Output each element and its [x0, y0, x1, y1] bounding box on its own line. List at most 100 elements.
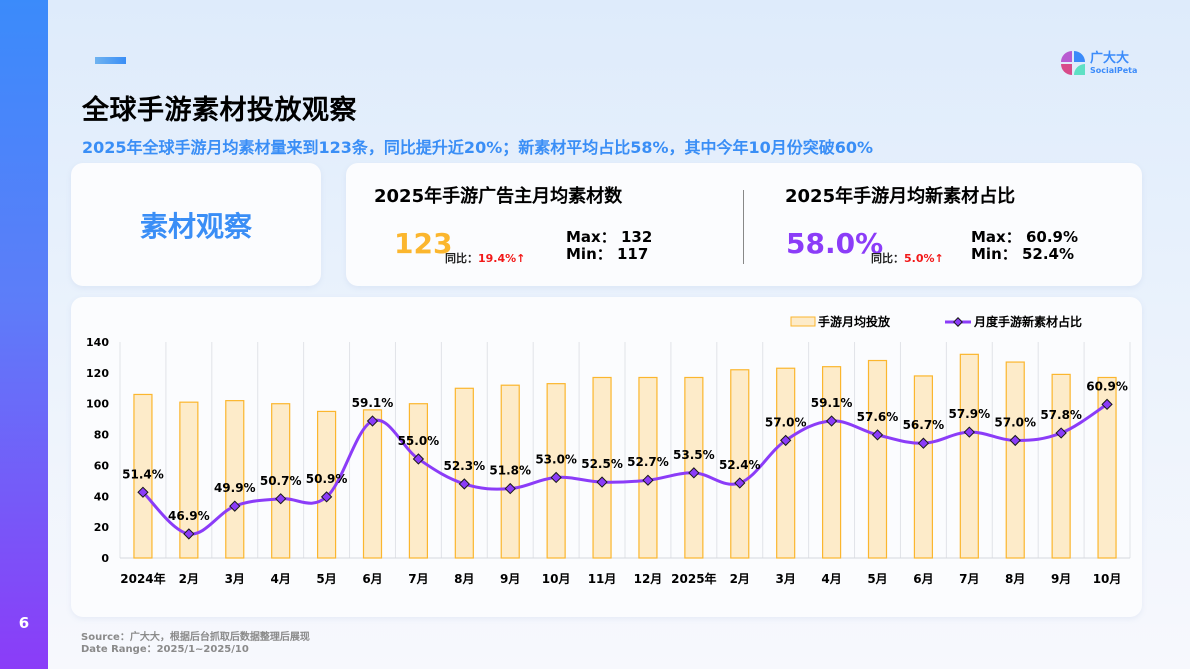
data-label: 55.0%	[398, 434, 440, 448]
ratio-marker	[504, 482, 516, 495]
ratio-marker	[1101, 398, 1113, 410]
ratio-marker	[917, 437, 930, 449]
kpi-title: 2025年手游月均新素材占比	[785, 186, 1016, 207]
ratio-marker	[963, 426, 975, 438]
bar	[133, 393, 153, 559]
data-label: 57.9%	[948, 407, 990, 421]
kpi-card: 2025年手游广告主月均素材数 123 同比：19.4%↑ Max： 132 M…	[346, 163, 1142, 286]
x-tick-label: 7月	[959, 572, 979, 586]
ratio-marker	[550, 471, 562, 484]
ratio-marker	[642, 474, 654, 486]
x-tick-label: 4月	[271, 572, 291, 586]
kpi-value: 58.0%	[786, 227, 884, 260]
bar	[1051, 373, 1071, 559]
y-tick-label: 0	[101, 552, 109, 565]
socialpeta-logo: 广大大 SocialPeta	[1061, 51, 1137, 75]
page-subtitle: 2025年全球手游月均素材量来到123条，同比提升近20%；新素材平均占比58%…	[82, 138, 874, 157]
footer: Source：广大大，根据后台抓取后数据整理后展现 Date Range：202…	[81, 632, 310, 656]
combo-chart: 0 20 40 60 80 100 120 140 2024年 2月 3月 4月 5月 6月 7月 8月 9月 1…	[86, 314, 1131, 586]
ratio-marker	[1009, 434, 1021, 447]
logo-cn-text: 广大大	[1090, 50, 1130, 66]
data-label: 52.5%	[581, 457, 623, 471]
legend-bar-swatch	[790, 316, 816, 327]
x-tick-label: 9月	[500, 572, 520, 586]
title-accent-bar	[95, 57, 126, 64]
bar	[408, 403, 429, 559]
x-tick-label: 12月	[634, 572, 663, 586]
bar	[821, 366, 842, 559]
bar	[913, 375, 934, 559]
logo-en-text: SocialPeta	[1090, 65, 1138, 75]
x-tick-label: 10月	[1093, 572, 1122, 586]
bar	[546, 383, 566, 559]
x-tick-label: 6月	[913, 572, 933, 586]
data-label: 50.9%	[306, 472, 348, 486]
ratio-marker	[734, 477, 746, 489]
x-tick-label: 2月	[730, 572, 750, 586]
y-tick-label: 20	[94, 521, 110, 534]
ratio-marker	[688, 467, 700, 479]
x-tick-label: 2025年	[671, 571, 716, 586]
kpi-range: Max： 60.9% Min： 52.4%	[971, 228, 1079, 263]
ratio-marker	[1055, 427, 1067, 439]
ratio-line	[141, 403, 1108, 536]
ratio-marker	[871, 429, 884, 441]
bar	[1005, 361, 1025, 559]
x-tick-label: 9月	[1051, 572, 1071, 586]
logo-icon	[1061, 51, 1085, 75]
x-tick-label: 4月	[821, 572, 841, 586]
data-label: 59.1%	[811, 396, 853, 410]
kpi-value: 123	[394, 227, 453, 260]
date-range-note: Date Range：2025/1~2025/10	[81, 644, 249, 655]
data-label: 53.5%	[673, 448, 715, 462]
bar	[271, 403, 291, 559]
kpi-title: 2025年手游广告主月均素材数	[374, 186, 623, 207]
legend-bar-label: 手游月均投放	[818, 314, 891, 329]
data-label: 46.9%	[168, 509, 210, 523]
bar	[1097, 376, 1117, 559]
section-label: 素材观察	[139, 209, 252, 243]
x-tick-label: 8月	[454, 572, 474, 586]
data-label: 52.7%	[627, 455, 669, 469]
bar	[867, 359, 888, 559]
bar	[362, 409, 383, 559]
x-tick-label: 7月	[408, 572, 428, 586]
kpi-yoy: 同比：5.0%↑	[871, 252, 944, 265]
ratio-marker	[275, 493, 287, 505]
ratio-marker	[596, 476, 608, 488]
sidebar-gradient	[0, 0, 48, 669]
bar	[959, 353, 979, 559]
ratio-marker	[825, 415, 838, 427]
kpi-divider	[743, 190, 744, 264]
legend-line-label: 月度手游新素材占比	[973, 314, 1082, 329]
y-tick-label: 40	[94, 490, 110, 503]
data-label: 60.9%	[1086, 379, 1128, 393]
page-number: 6	[18, 614, 30, 632]
data-label: 53.0%	[535, 452, 577, 466]
data-label: 57.8%	[1040, 408, 1082, 422]
bar	[730, 369, 750, 559]
bar	[776, 367, 796, 559]
x-tick-label: 10月	[542, 572, 571, 586]
kpi-range: Max： 132 Min： 117	[566, 228, 653, 263]
data-label: 51.8%	[489, 464, 531, 478]
y-tick-label: 120	[86, 367, 109, 380]
data-label: 52.3%	[443, 459, 485, 473]
y-tick-label: 100	[86, 398, 109, 411]
data-label: 57.0%	[994, 415, 1036, 429]
kpi-yoy: 同比：19.4%↑	[445, 252, 526, 265]
ratio-marker	[137, 486, 149, 498]
x-tick-label: 11月	[588, 572, 617, 586]
y-tick-label: 80	[94, 429, 110, 442]
bar	[592, 376, 612, 559]
ratio-marker	[780, 434, 792, 447]
ratio-marker	[458, 478, 470, 490]
bar	[500, 384, 520, 559]
data-label: 57.6%	[857, 410, 899, 424]
bar	[454, 387, 474, 559]
page-title: 全球手游素材投放观察	[82, 95, 357, 126]
y-tick-label: 60	[94, 459, 110, 472]
ratio-marker	[229, 500, 241, 512]
data-label: 59.1%	[352, 396, 394, 410]
x-tick-label: 2024年	[120, 571, 165, 586]
